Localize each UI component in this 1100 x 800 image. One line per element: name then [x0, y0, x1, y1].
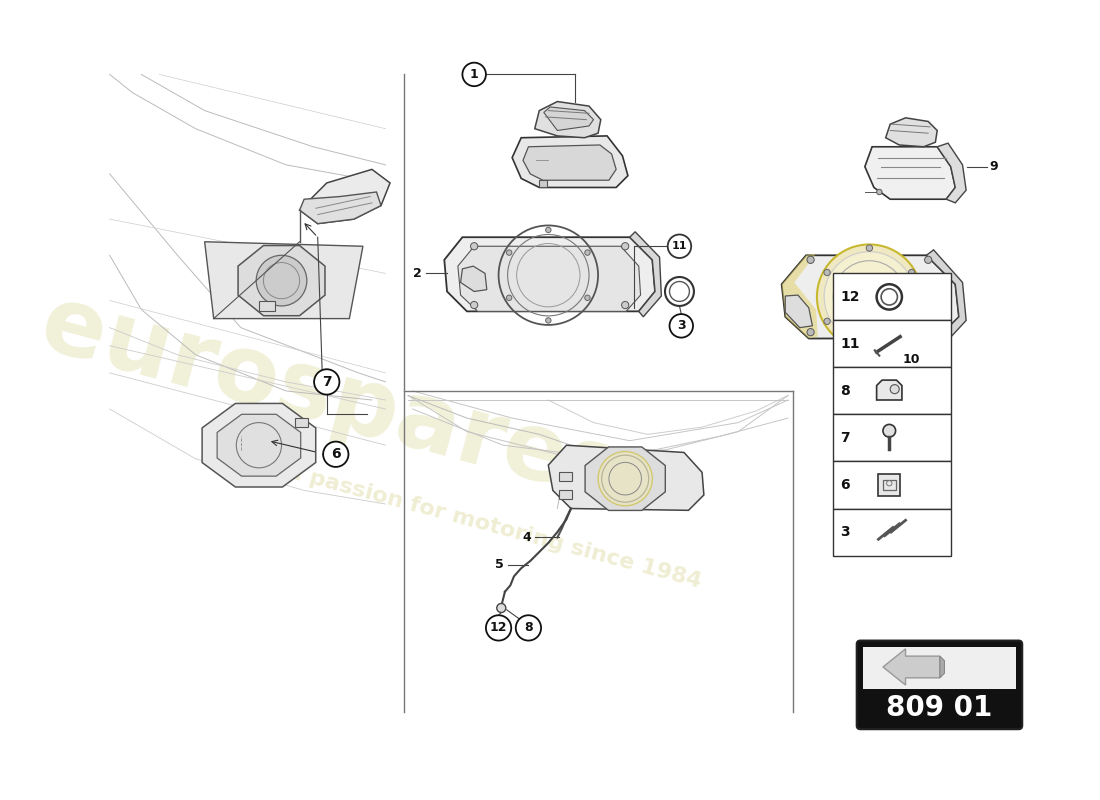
Circle shape	[877, 190, 882, 194]
Circle shape	[516, 615, 541, 641]
Bar	[833, 509, 950, 555]
FancyBboxPatch shape	[857, 641, 1022, 729]
Polygon shape	[444, 238, 654, 311]
Circle shape	[866, 245, 872, 251]
Circle shape	[668, 234, 691, 258]
Polygon shape	[548, 446, 704, 510]
Circle shape	[817, 245, 922, 350]
Text: 11: 11	[672, 242, 688, 251]
Polygon shape	[522, 145, 616, 180]
Polygon shape	[877, 380, 902, 400]
Polygon shape	[883, 649, 939, 685]
Text: 809 01: 809 01	[887, 694, 992, 722]
Circle shape	[585, 250, 591, 255]
Circle shape	[471, 302, 477, 309]
Polygon shape	[865, 146, 955, 199]
Polygon shape	[299, 170, 390, 224]
Circle shape	[621, 302, 629, 309]
Polygon shape	[543, 107, 594, 130]
Polygon shape	[629, 232, 661, 317]
Text: 6: 6	[331, 447, 341, 462]
Circle shape	[471, 242, 477, 250]
Circle shape	[497, 603, 506, 613]
Polygon shape	[937, 143, 966, 203]
Polygon shape	[205, 242, 363, 318]
Text: 10: 10	[903, 353, 921, 366]
Bar	[833, 274, 950, 321]
Text: 12: 12	[490, 622, 507, 634]
Circle shape	[585, 295, 591, 301]
Polygon shape	[458, 246, 640, 311]
Polygon shape	[879, 474, 900, 496]
Polygon shape	[785, 295, 813, 328]
Circle shape	[506, 250, 512, 255]
Polygon shape	[585, 447, 666, 510]
Text: 7: 7	[840, 431, 850, 445]
Polygon shape	[202, 403, 316, 487]
Circle shape	[909, 318, 915, 325]
Bar	[559, 490, 572, 499]
Polygon shape	[299, 192, 381, 224]
Text: a passion for motoring since 1984: a passion for motoring since 1984	[285, 462, 703, 592]
Circle shape	[824, 318, 830, 325]
Polygon shape	[535, 102, 601, 138]
Text: 6: 6	[840, 478, 850, 492]
Circle shape	[807, 256, 814, 263]
Polygon shape	[513, 136, 628, 187]
Circle shape	[506, 295, 512, 301]
Polygon shape	[461, 266, 487, 291]
Circle shape	[924, 329, 932, 336]
Bar	[559, 472, 572, 482]
Text: 3: 3	[676, 319, 685, 332]
Circle shape	[256, 255, 307, 306]
Circle shape	[890, 385, 899, 394]
Circle shape	[807, 329, 814, 336]
Circle shape	[462, 62, 486, 86]
Circle shape	[883, 425, 895, 437]
Bar	[833, 367, 950, 414]
Circle shape	[924, 256, 932, 263]
Bar	[295, 418, 308, 427]
Bar	[258, 301, 275, 311]
Circle shape	[866, 342, 872, 349]
Polygon shape	[926, 250, 966, 344]
Bar	[833, 414, 950, 462]
Bar	[883, 481, 895, 490]
Polygon shape	[939, 656, 945, 678]
Polygon shape	[886, 118, 937, 146]
Text: 5: 5	[495, 558, 504, 571]
Bar	[833, 462, 950, 509]
Circle shape	[909, 270, 915, 276]
Circle shape	[546, 318, 551, 323]
Circle shape	[824, 270, 830, 276]
Text: eurospares: eurospares	[31, 278, 631, 522]
Polygon shape	[238, 246, 324, 316]
Circle shape	[323, 442, 349, 467]
Circle shape	[621, 242, 629, 250]
Circle shape	[546, 227, 551, 233]
Circle shape	[598, 451, 652, 506]
Text: 8: 8	[524, 622, 532, 634]
Polygon shape	[782, 255, 959, 338]
Bar	[833, 321, 950, 367]
Circle shape	[824, 252, 914, 342]
Text: 7: 7	[322, 375, 331, 389]
Text: 8: 8	[840, 384, 850, 398]
Text: 4: 4	[522, 531, 531, 544]
Text: 9: 9	[990, 160, 999, 173]
Circle shape	[315, 370, 340, 394]
Circle shape	[486, 615, 512, 641]
Text: 12: 12	[840, 290, 860, 304]
Text: 11: 11	[840, 337, 860, 351]
Polygon shape	[782, 254, 817, 338]
Text: 3: 3	[840, 525, 850, 539]
Circle shape	[670, 314, 693, 338]
Text: 2: 2	[412, 267, 421, 280]
Polygon shape	[217, 414, 300, 476]
Bar	[864, 646, 1016, 689]
Text: 1: 1	[470, 68, 478, 81]
Bar	[539, 180, 547, 187]
